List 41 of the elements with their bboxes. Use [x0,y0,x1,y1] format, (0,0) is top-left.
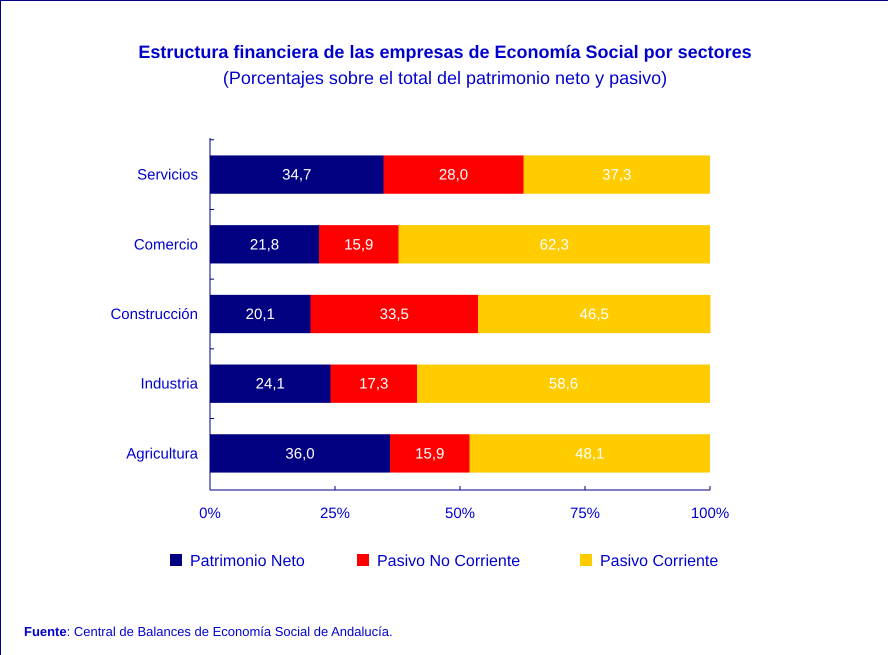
y-tick-label: Comercio [134,236,198,254]
x-tick-label: 0% [199,505,221,522]
bar [470,434,710,473]
legend-label: Pasivo Corriente [600,553,718,570]
data-label: 62,3 [540,236,569,254]
x-tick-label: 25% [320,505,350,522]
y-tick-label: Construcción [110,306,198,323]
bar [478,294,710,334]
bar [384,155,524,194]
x-tick-label: 100% [690,505,730,522]
data-label: 17,3 [359,376,388,393]
data-label: 37,3 [602,166,632,184]
data-label: 33,5 [380,306,409,323]
data-label: 36,0 [285,445,315,462]
x-tick-label: 50% [444,505,476,522]
bar [310,294,478,334]
data-label: 34,7 [282,166,312,184]
bar [319,225,398,264]
data-label: 15,9 [344,236,374,254]
data-label: 20,1 [246,306,275,323]
y-tick-label: Servicios [137,166,198,184]
chart-subtitle: (Porcentajes sobre el total del patrimonio neto y pasivo) [222,68,668,88]
data-label: 28,0 [438,166,468,184]
bar [417,364,710,403]
bar [390,434,470,473]
data-label: 21,8 [250,236,280,254]
bar [398,225,710,264]
y-tick-label: Agricultura [126,445,199,462]
source-note: Fuente: Central de Balances de Economía Social de Andalucía. [24,624,393,639]
bar [330,364,417,403]
data-label: 48,1 [575,445,604,462]
chart-title: Estructura financiera de las empresas de Economía Social por sectores [138,42,752,62]
bar [524,155,710,194]
data-label: 15,9 [415,445,444,462]
x-tick-label: 75% [570,505,600,522]
data-label: 24,1 [256,376,285,393]
legend-label: Pasivo No Corriente [377,553,520,570]
y-tick-label: Industria [140,376,199,393]
data-label: 58,6 [548,376,578,393]
data-label: 46,5 [580,306,609,323]
legend-label: Patrimonio Neto [190,553,305,570]
